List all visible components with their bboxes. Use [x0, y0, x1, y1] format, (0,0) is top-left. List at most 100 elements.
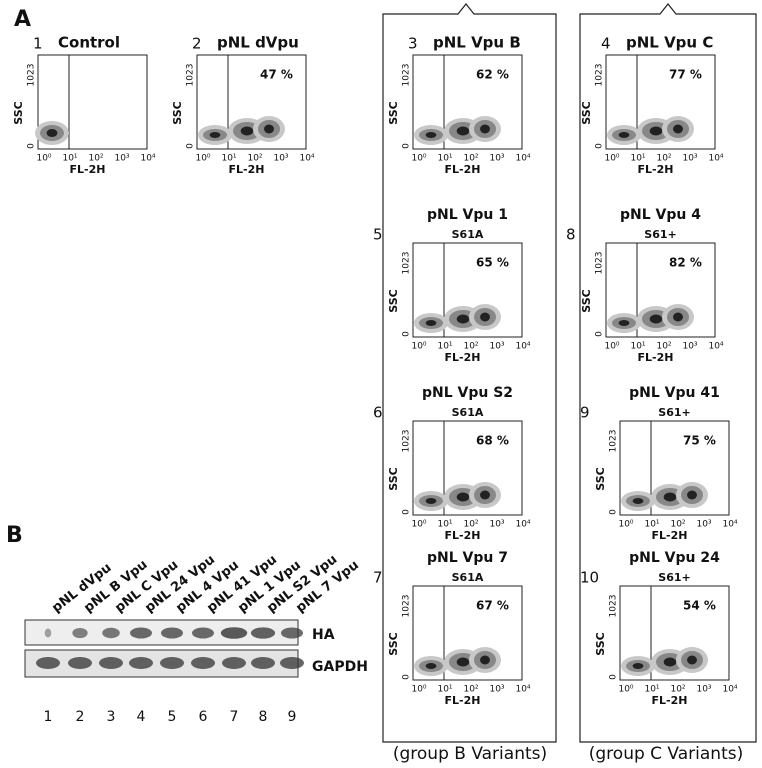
density-core — [480, 490, 490, 500]
y-min: 0 — [595, 331, 605, 337]
percent: 67 % — [476, 599, 509, 613]
gapdh-band — [68, 657, 92, 669]
x-tick-label: 10⁰ — [411, 342, 426, 352]
density-core — [480, 124, 490, 134]
plot-number: 5 — [373, 226, 383, 244]
x-axis-label: FL-2H — [229, 163, 265, 176]
ha-band — [192, 627, 214, 639]
y-max: 1023 — [595, 252, 605, 275]
y-max: 1023 — [402, 64, 412, 87]
ha-band — [72, 627, 88, 639]
plot-subtitle: S61A — [452, 571, 484, 584]
x-tick-label: 10³ — [489, 342, 504, 352]
plot-number: 6 — [373, 404, 383, 422]
density-core — [632, 663, 644, 669]
panel-label: A — [14, 7, 31, 32]
plot-number: 4 — [601, 35, 611, 53]
x-tick-label: 10⁴ — [722, 685, 737, 695]
x-axis-label: FL-2H — [652, 529, 688, 542]
gapdh-band — [129, 657, 153, 669]
plot-title: pNL Vpu 41 — [629, 385, 720, 401]
plot-number: 1 — [33, 35, 43, 53]
density-core — [687, 655, 697, 665]
density-core — [425, 663, 437, 669]
blot-label: HA — [312, 627, 335, 643]
x-tick-label: 10⁰ — [618, 520, 633, 530]
x-tick-label: 10² — [88, 154, 103, 164]
y-axis-label: SSC — [594, 467, 607, 490]
plot-title: pNL Vpu C — [626, 34, 713, 52]
plot-title: pNL Vpu 1 — [427, 207, 508, 223]
x-tick-label: 10³ — [489, 520, 504, 530]
x-tick-label: 10⁰ — [411, 520, 426, 530]
density-core — [264, 124, 274, 134]
x-tick-label: 10² — [247, 154, 262, 164]
density-core — [425, 498, 437, 504]
lane-number: 2 — [76, 709, 85, 725]
y-axis-label: SSC — [387, 101, 400, 124]
ha-band — [220, 627, 248, 639]
x-tick-label: 10³ — [114, 154, 129, 164]
density-core — [649, 314, 663, 324]
x-axis-label: FL-2H — [445, 529, 481, 542]
density-core — [480, 312, 490, 322]
x-tick-label: 10¹ — [62, 154, 77, 164]
y-max: 1023 — [595, 64, 605, 87]
percent: 75 % — [683, 434, 716, 448]
x-tick-label: 10⁴ — [515, 685, 530, 695]
lane-number: 7 — [230, 709, 239, 725]
plot-subtitle: S61+ — [658, 406, 690, 419]
density-core — [618, 132, 630, 138]
x-tick-label: 10¹ — [437, 154, 452, 164]
density-core — [456, 492, 470, 502]
ha-band — [44, 628, 52, 638]
density-core — [456, 126, 470, 136]
plot-number: 8 — [566, 226, 576, 244]
x-tick-label: 10³ — [273, 154, 288, 164]
group-c-bracket — [579, 3, 757, 743]
x-tick-label: 10² — [656, 154, 671, 164]
ha-band — [281, 627, 303, 639]
gapdh-band — [280, 657, 304, 669]
x-tick-label: 10² — [656, 342, 671, 352]
gapdh-band — [36, 657, 60, 669]
plot-title: pNL Vpu B — [433, 34, 521, 52]
x-tick-label: 10² — [463, 685, 478, 695]
x-tick-label: 10⁴ — [708, 154, 723, 164]
density-core — [240, 126, 254, 136]
y-min: 0 — [402, 143, 412, 149]
x-tick-label: 10⁴ — [515, 154, 530, 164]
density-core — [673, 312, 683, 322]
x-tick-label: 10⁰ — [195, 154, 210, 164]
ha-band — [161, 627, 183, 639]
group-label: (group C Variants) — [589, 744, 743, 764]
x-tick-label: 10³ — [696, 520, 711, 530]
density-core — [425, 320, 437, 326]
density-core — [46, 129, 58, 137]
x-axis-label: FL-2H — [652, 694, 688, 707]
x-axis-label: FL-2H — [638, 351, 674, 364]
density-core — [649, 126, 663, 136]
y-axis-label: SSC — [387, 632, 400, 655]
plot-subtitle: S61A — [452, 228, 484, 241]
y-max: 1023 — [27, 64, 37, 87]
density-core — [209, 132, 221, 138]
y-min: 0 — [609, 509, 619, 515]
x-tick-label: 10² — [670, 520, 685, 530]
plot-subtitle: S61+ — [658, 571, 690, 584]
gapdh-band — [251, 657, 275, 669]
x-tick-label: 10¹ — [644, 685, 659, 695]
density-core — [663, 492, 677, 502]
y-min: 0 — [186, 143, 196, 149]
density-core — [673, 124, 683, 134]
density-core — [663, 657, 677, 667]
x-tick-label: 10⁴ — [722, 520, 737, 530]
y-axis-label: SSC — [387, 467, 400, 490]
percent: 65 % — [476, 256, 509, 270]
percent: 54 % — [683, 599, 716, 613]
x-tick-label: 10⁴ — [515, 520, 530, 530]
plot-title: pNL Vpu 24 — [629, 550, 720, 566]
plot-title: Control — [58, 34, 120, 52]
x-tick-label: 10⁰ — [411, 685, 426, 695]
